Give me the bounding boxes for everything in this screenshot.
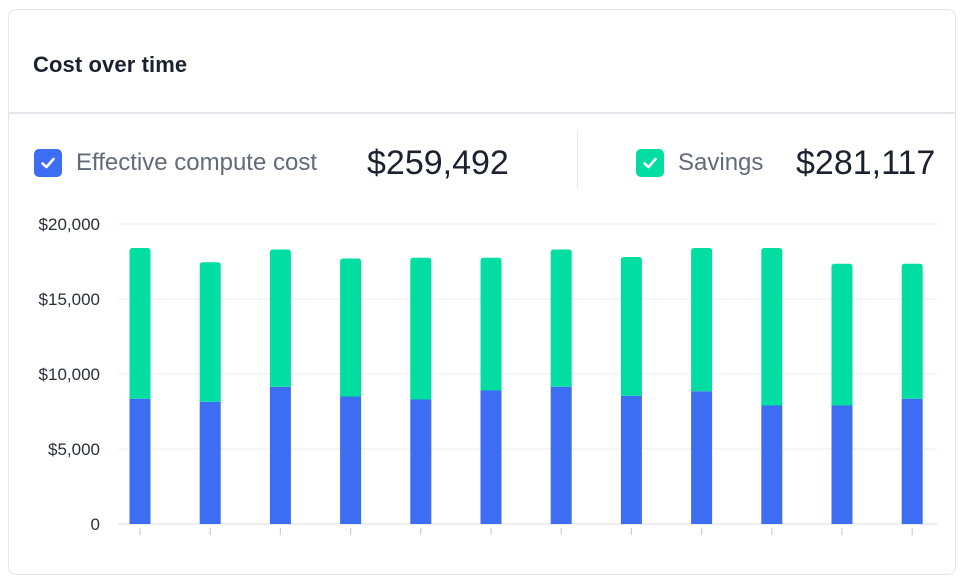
legend-item-savings[interactable]: Savings: [636, 149, 763, 177]
bar-segment-effective-compute-cost[interactable]: [691, 391, 713, 524]
bar-segment-savings[interactable]: [691, 248, 713, 392]
bar-segment-effective-compute-cost[interactable]: [340, 396, 362, 525]
legend-label-savings: Savings: [678, 149, 764, 176]
bar-segment-effective-compute-cost[interactable]: [129, 398, 151, 524]
bar-segment-savings[interactable]: [761, 248, 783, 406]
bar-segment-savings[interactable]: [480, 257, 502, 391]
checkbox-checked-icon[interactable]: [636, 149, 664, 177]
bar-segment-savings[interactable]: [199, 262, 221, 402]
bar-segment-effective-compute-cost[interactable]: [901, 398, 923, 524]
bar-segment-savings[interactable]: [901, 263, 923, 399]
bar-segment-savings[interactable]: [410, 257, 432, 400]
bar-segment-effective-compute-cost[interactable]: [550, 386, 572, 524]
bar-segment-savings[interactable]: [831, 263, 853, 406]
bar-segment-effective-compute-cost[interactable]: [620, 395, 642, 524]
y-tick-label: 0: [91, 515, 100, 534]
bar-segment-effective-compute-cost[interactable]: [761, 405, 783, 525]
effective-compute-cost-total: $259,492: [367, 144, 509, 182]
bar-segment-savings[interactable]: [340, 258, 362, 397]
bar-segment-savings[interactable]: [620, 257, 642, 396]
y-tick-label: $5,000: [48, 440, 100, 459]
bar-segment-effective-compute-cost[interactable]: [480, 390, 502, 525]
bar-segment-effective-compute-cost[interactable]: [269, 386, 291, 524]
y-tick-label: $20,000: [39, 215, 100, 234]
card-title: Cost over time: [33, 52, 188, 77]
checkbox-checked-icon[interactable]: [34, 149, 62, 177]
y-axis-labels: 0 $5,000 $10,000 $15,000 $20,000: [39, 215, 100, 534]
bar-segment-savings[interactable]: [269, 249, 291, 387]
card-header: [9, 10, 955, 114]
bar-segment-effective-compute-cost[interactable]: [831, 405, 853, 525]
legend-divider: [577, 131, 578, 188]
bar-segment-effective-compute-cost[interactable]: [199, 401, 221, 524]
chart-bars: [129, 248, 923, 525]
legend-label-effective-compute-cost: Effective compute cost: [76, 149, 318, 176]
y-tick-label: $10,000: [39, 365, 100, 384]
bar-segment-savings[interactable]: [550, 249, 572, 387]
legend-item-effective-compute-cost[interactable]: Effective compute cost: [34, 149, 317, 177]
y-tick-label: $15,000: [39, 290, 100, 309]
x-axis: [139, 528, 913, 535]
savings-total: $281,117: [796, 144, 936, 182]
bar-segment-effective-compute-cost[interactable]: [410, 399, 432, 525]
chart-gridlines: [118, 223, 937, 525]
bar-segment-savings[interactable]: [129, 248, 151, 399]
